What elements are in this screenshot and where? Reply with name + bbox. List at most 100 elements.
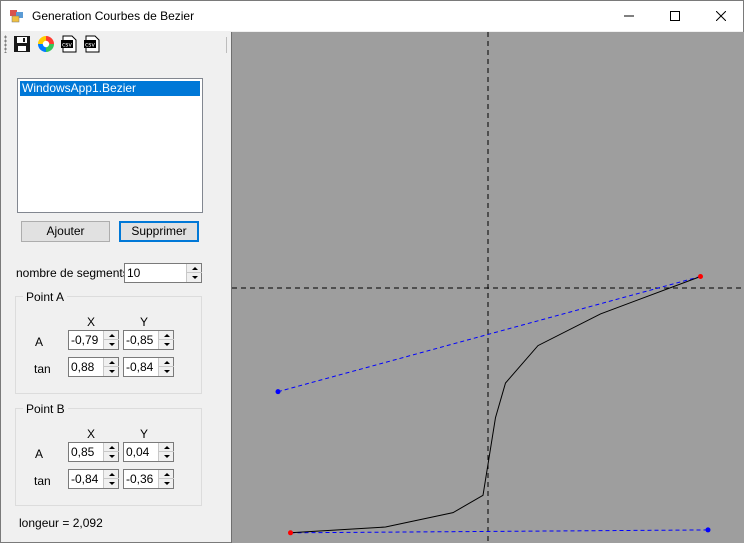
tangent-a-handle[interactable] bbox=[705, 527, 711, 533]
point-b-tan-x-value[interactable]: -0,84 bbox=[71, 472, 99, 486]
curve-listbox[interactable]: WindowsApp1.Bezier bbox=[17, 78, 203, 213]
spin-up-button[interactable] bbox=[159, 358, 174, 367]
arrow-up-icon bbox=[108, 360, 115, 364]
arrow-down-icon bbox=[163, 482, 170, 485]
point-b-col-y: Y bbox=[140, 427, 149, 441]
csv-export-tool-2[interactable]: csv bbox=[83, 35, 101, 53]
point-b-col-x: X bbox=[87, 427, 96, 441]
svg-text:csv: csv bbox=[85, 42, 95, 49]
point-a-marker[interactable] bbox=[288, 530, 293, 536]
point-a-tan-y-value[interactable]: -0,84 bbox=[126, 360, 154, 374]
point-a-tan-label: tan bbox=[34, 362, 51, 376]
minimize-icon bbox=[624, 15, 634, 17]
spin-down-button[interactable] bbox=[104, 367, 119, 376]
point-b-x-stepper[interactable]: 0,85 bbox=[68, 442, 119, 462]
point-a-col-x: X bbox=[87, 315, 96, 329]
spin-down-button[interactable] bbox=[159, 340, 174, 349]
tangent-a-line bbox=[290, 529, 709, 534]
spin-down-button[interactable] bbox=[187, 273, 202, 282]
segments-label: nombre de segments bbox=[16, 266, 129, 280]
arrow-up-icon bbox=[108, 445, 115, 449]
spin-down-button[interactable] bbox=[104, 452, 119, 461]
arrow-up-icon bbox=[163, 445, 170, 449]
segments-stepper[interactable]: 10 bbox=[124, 263, 202, 283]
arrow-down-icon bbox=[163, 455, 170, 458]
csv-icon: csv bbox=[84, 35, 100, 53]
tangent-b-line bbox=[277, 275, 701, 393]
spin-up-button[interactable] bbox=[187, 264, 202, 273]
toolbar: csv csv bbox=[1, 31, 229, 57]
point-a-row-label: A bbox=[35, 335, 44, 349]
spin-down-button[interactable] bbox=[159, 367, 174, 376]
floppy-disk-icon bbox=[14, 36, 30, 52]
toolbar-grip-icon[interactable] bbox=[4, 35, 7, 53]
point-a-y-value[interactable]: -0,85 bbox=[126, 333, 154, 347]
tangent-b-handle[interactable] bbox=[275, 389, 281, 395]
arrow-down-icon bbox=[108, 482, 115, 485]
close-icon bbox=[716, 11, 726, 21]
arrow-down-icon bbox=[108, 370, 115, 373]
color-tool[interactable] bbox=[37, 35, 55, 53]
spin-up-button[interactable] bbox=[159, 470, 174, 479]
segments-value[interactable]: 10 bbox=[127, 266, 141, 280]
spin-up-button[interactable] bbox=[104, 443, 119, 452]
point-b-tan-label: tan bbox=[34, 474, 51, 488]
spin-down-button[interactable] bbox=[104, 340, 119, 349]
svg-text:csv: csv bbox=[62, 42, 72, 49]
point-a-tan-x-value[interactable]: 0,88 bbox=[71, 360, 95, 374]
save-tool[interactable] bbox=[13, 35, 31, 53]
maximize-button[interactable] bbox=[652, 1, 698, 31]
arrow-down-icon bbox=[191, 276, 198, 279]
bezier-plot bbox=[232, 32, 744, 543]
minimize-button[interactable] bbox=[606, 1, 652, 31]
remove-button[interactable]: Supprimer bbox=[119, 221, 199, 242]
point-b-tan-y-value[interactable]: -0,36 bbox=[126, 472, 154, 486]
point-a-y-stepper[interactable]: -0,85 bbox=[123, 330, 174, 350]
point-a-title: Point A bbox=[23, 290, 68, 304]
point-a-col-y: Y bbox=[140, 315, 149, 329]
spin-up-button[interactable] bbox=[104, 331, 119, 340]
spin-up-button[interactable] bbox=[159, 331, 174, 340]
color-wheel-icon bbox=[38, 36, 54, 52]
spin-down-button[interactable] bbox=[159, 479, 174, 488]
point-b-marker[interactable] bbox=[698, 273, 703, 279]
csv-icon: csv bbox=[61, 35, 77, 53]
arrow-up-icon bbox=[163, 472, 170, 476]
point-b-tan-x-stepper[interactable]: -0,84 bbox=[68, 469, 119, 489]
spin-down-button[interactable] bbox=[159, 452, 174, 461]
spin-down-button[interactable] bbox=[104, 479, 119, 488]
point-b-y-value[interactable]: 0,04 bbox=[126, 445, 150, 459]
list-item[interactable]: WindowsApp1.Bezier bbox=[20, 81, 200, 96]
arrow-up-icon bbox=[163, 333, 170, 337]
drawing-canvas[interactable] bbox=[231, 32, 744, 543]
point-b-tan-y-stepper[interactable]: -0,36 bbox=[123, 469, 174, 489]
csv-export-tool-1[interactable]: csv bbox=[60, 35, 78, 53]
point-a-x-stepper[interactable]: -0,79 bbox=[68, 330, 119, 350]
spin-up-button[interactable] bbox=[159, 443, 174, 452]
bezier-curve bbox=[290, 276, 701, 534]
arrow-down-icon bbox=[163, 343, 170, 346]
point-a-tan-x-stepper[interactable]: 0,88 bbox=[68, 357, 119, 377]
close-button[interactable] bbox=[698, 1, 744, 31]
title-bar[interactable]: Generation Courbes de Bezier bbox=[1, 1, 743, 31]
arrow-up-icon bbox=[108, 333, 115, 337]
spin-up-button[interactable] bbox=[104, 358, 119, 367]
arrow-down-icon bbox=[108, 343, 115, 346]
point-b-y-stepper[interactable]: 0,04 bbox=[123, 442, 174, 462]
window-title: Generation Courbes de Bezier bbox=[32, 9, 195, 23]
arrow-up-icon bbox=[163, 360, 170, 364]
point-b-title: Point B bbox=[23, 402, 68, 416]
add-button[interactable]: Ajouter bbox=[21, 221, 110, 242]
app-icon bbox=[10, 10, 23, 23]
point-b-row-label: A bbox=[35, 447, 44, 461]
point-a-tan-y-stepper[interactable]: -0,84 bbox=[123, 357, 174, 377]
arrow-up-icon bbox=[108, 472, 115, 476]
point-a-x-value[interactable]: -0,79 bbox=[71, 333, 99, 347]
arrow-down-icon bbox=[108, 455, 115, 458]
point-b-x-value[interactable]: 0,85 bbox=[71, 445, 95, 459]
spin-up-button[interactable] bbox=[104, 470, 119, 479]
point-b-group bbox=[15, 408, 202, 506]
arrow-down-icon bbox=[163, 370, 170, 373]
maximize-icon bbox=[670, 11, 680, 21]
